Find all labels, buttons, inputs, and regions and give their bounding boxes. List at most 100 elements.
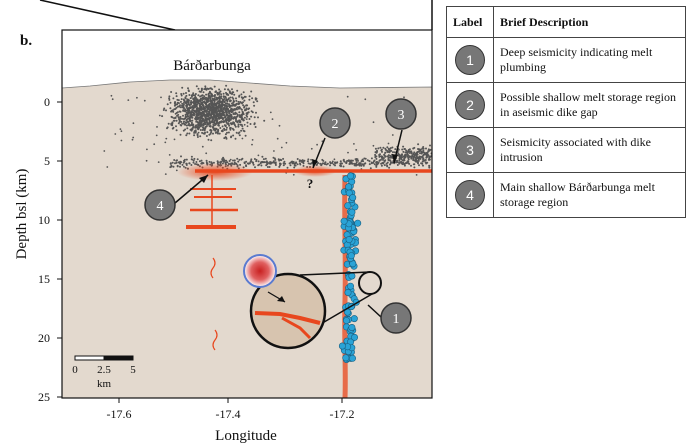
legend-badge: 4 — [455, 180, 485, 210]
seismic-event — [251, 97, 254, 100]
seismic-event — [248, 95, 251, 98]
seismic-event — [179, 160, 182, 163]
seismic-event — [188, 119, 191, 122]
seismic-event — [249, 123, 252, 125]
seismic-event — [179, 124, 182, 126]
seismic-event — [182, 92, 185, 95]
seismic-event — [188, 117, 191, 120]
seismic-event — [394, 148, 397, 151]
seismic-event — [175, 92, 178, 95]
svg-text:5: 5 — [44, 154, 50, 168]
seismic-event — [207, 117, 210, 120]
seismic-event — [182, 118, 185, 121]
seismic-event — [403, 148, 406, 150]
seismic-event — [421, 147, 424, 150]
seismic-event — [204, 131, 206, 134]
seismic-event — [417, 143, 420, 146]
seismic-event — [200, 109, 203, 112]
seismic-event — [428, 165, 431, 167]
seismic-event — [224, 109, 227, 112]
seismic-event — [429, 144, 431, 147]
seismic-event — [231, 108, 234, 111]
seismic-event — [221, 98, 224, 101]
seismic-event — [132, 122, 135, 125]
seismic-event — [317, 162, 320, 164]
seismic-event — [184, 113, 187, 116]
seismic-event — [213, 100, 216, 103]
seismic-event — [382, 158, 384, 161]
seismic-event — [210, 139, 213, 142]
x-axis-label: Longitude — [215, 428, 277, 444]
seismic-event — [374, 147, 377, 150]
seismic-event — [413, 146, 416, 149]
seismic-event — [257, 164, 260, 167]
seismic-event — [198, 126, 201, 129]
seismic-event — [194, 95, 197, 98]
seismic-event — [213, 102, 216, 105]
seismic-event — [240, 129, 243, 132]
seismic-event — [110, 94, 113, 97]
seismic-event — [363, 157, 366, 160]
seismic-event — [185, 121, 187, 124]
seismic-event — [243, 95, 246, 98]
seismic-event — [213, 85, 216, 88]
seismic-event — [157, 161, 160, 164]
seismic-event — [190, 124, 193, 127]
seismic-event — [225, 104, 228, 107]
seismic-event — [251, 139, 254, 141]
seismic-event — [408, 162, 411, 165]
seismic-event — [197, 131, 200, 134]
seismic-event — [192, 123, 195, 126]
seismic-event — [422, 147, 425, 150]
seismic-event — [168, 97, 171, 100]
seismic-event — [404, 151, 407, 154]
seismic-event — [226, 93, 229, 96]
scale-bar: 0 2.5 5 km — [72, 355, 136, 390]
seismic-event — [174, 112, 177, 115]
seismic-event — [187, 124, 190, 126]
seismic-event — [387, 154, 390, 157]
seismic-event — [167, 122, 170, 125]
seismic-event — [282, 162, 285, 165]
seismic-event — [291, 160, 294, 163]
seismic-event — [171, 121, 174, 124]
seismic-event — [323, 163, 326, 166]
seismic-event — [233, 104, 236, 107]
seismic-event — [289, 164, 292, 167]
seismic-event — [189, 101, 192, 104]
seismic-event — [278, 159, 281, 162]
seismic-event — [216, 107, 219, 110]
seismic-event — [334, 161, 336, 164]
seismic-event — [339, 160, 342, 163]
seismic-event — [326, 162, 329, 165]
seismic-event — [192, 92, 195, 95]
seismic-event — [220, 97, 223, 100]
seismic-event — [222, 160, 225, 163]
seismic-event — [243, 116, 246, 119]
seismic-event — [232, 121, 235, 124]
seismic-event — [409, 150, 412, 153]
seismic-event — [276, 137, 279, 140]
seismic-event — [203, 88, 206, 91]
seismic-event — [205, 117, 208, 120]
seismic-event — [248, 98, 251, 101]
seismic-event — [238, 114, 241, 117]
seismic-event — [347, 151, 349, 154]
seismic-event — [172, 119, 175, 122]
seismic-event — [176, 159, 178, 162]
seismic-event — [375, 164, 378, 167]
seismic-event — [377, 161, 380, 164]
seismic-event — [260, 161, 263, 164]
seismic-event — [145, 159, 148, 162]
seismic-event — [237, 132, 240, 135]
seismic-event — [246, 115, 249, 118]
seismic-event — [273, 161, 276, 164]
seismic-event — [243, 106, 246, 109]
svg-text:20: 20 — [38, 331, 50, 345]
seismic-event — [179, 165, 181, 168]
seismic-event — [173, 101, 176, 104]
seismic-event — [201, 94, 204, 97]
seismic-event — [415, 153, 418, 156]
svg-text:2: 2 — [332, 117, 339, 132]
seismic-event — [217, 124, 220, 127]
